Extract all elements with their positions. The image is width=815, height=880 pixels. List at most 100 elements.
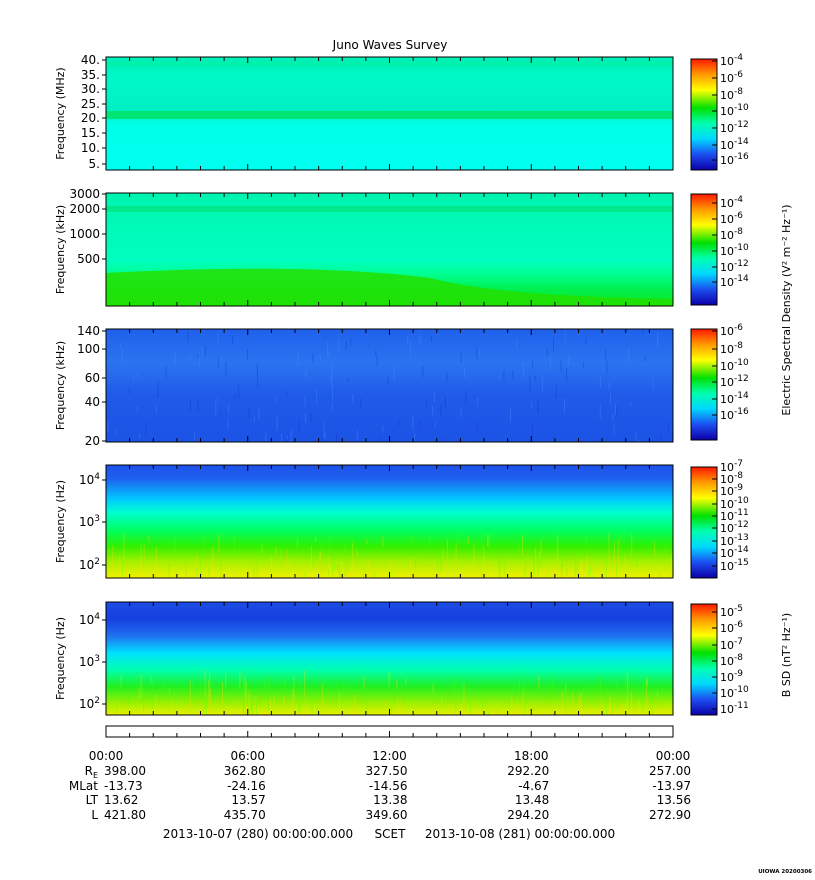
- ephemeris-value: -24.16: [227, 779, 266, 793]
- y-axis-label: Frequency (MHz): [54, 67, 67, 159]
- y-axis-label: Frequency (Hz): [54, 480, 67, 563]
- ephemeris-value: 13.48: [515, 793, 549, 807]
- colorbar-tick-label: 10-12: [720, 259, 749, 274]
- time-labels: 00:00 06:00 12:00 18:00 00:00: [89, 749, 691, 763]
- y-tick-label: 25.: [81, 97, 100, 111]
- colorbar-tick-label: 10-8: [720, 227, 743, 242]
- ephemeris-value: 294.20: [507, 808, 549, 822]
- ephemeris-value: 435.70: [224, 808, 266, 822]
- spectrogram-field: [106, 329, 673, 442]
- colorbar: [690, 603, 718, 716]
- ephemeris-value: 362.80: [224, 764, 266, 778]
- ephemeris-value: 349.60: [366, 808, 408, 822]
- y-tick-label: 3000: [69, 187, 100, 201]
- time-tick-label: 00:00: [656, 749, 691, 763]
- time-tick-label: 06:00: [230, 749, 265, 763]
- y-tick-label: 2000: [69, 202, 100, 216]
- ephemeris-value: 327.50: [366, 764, 408, 778]
- y-tick-label: 103: [79, 654, 100, 669]
- colorbar-tick-label: 10-12: [720, 120, 749, 135]
- y-tick-label: 140: [77, 324, 100, 338]
- spectrogram-texture: [109, 533, 674, 578]
- y-axis-label: Frequency (kHz): [54, 341, 67, 430]
- colorbar-tick-label: 10-10: [720, 685, 749, 700]
- ephemeris-value: 257.00: [649, 764, 691, 778]
- y-tick-label: 30.: [81, 82, 100, 96]
- y-tick-label: 5.: [89, 157, 100, 171]
- e-colorbar-label: Electric Spectral Density (V² m⁻² Hz⁻¹): [780, 204, 793, 415]
- colorbar-tick-label: 10-10: [720, 243, 749, 258]
- colorbar-tick-label: 10-8: [720, 653, 743, 668]
- colorbar-tick-label: 10-14: [720, 391, 749, 406]
- colorbar: [690, 328, 718, 441]
- y-tick-label: 40.: [81, 53, 100, 67]
- y-tick-label: 20: [85, 434, 100, 448]
- y-axis-label: Frequency (kHz): [54, 205, 67, 294]
- spectrogram-texture: [116, 670, 669, 715]
- colorbar-tick-label: 10-6: [720, 70, 743, 85]
- colorbar-tick-label: 10-16: [720, 152, 749, 167]
- y-axis-label: Frequency (Hz): [54, 617, 67, 700]
- ephemeris-label: RE: [85, 764, 98, 780]
- colorbar-tick-label: 10-10: [720, 103, 749, 118]
- colorbar-tick-label: 10-6: [720, 323, 743, 338]
- colorbar-tick-label: 10-6: [720, 211, 743, 226]
- y-tick-label: 500: [77, 252, 100, 266]
- colorbar-tick-label: 10-11: [720, 701, 749, 716]
- ephemeris-value: -13.73: [104, 779, 143, 793]
- colorbar-tick-label: 10-4: [720, 53, 743, 68]
- ephemeris-value: 272.90: [649, 808, 691, 822]
- y-tick-label: 100: [77, 342, 100, 356]
- spectrogram-panel-3: 140 100 60 40 20 Frequency (kHz) 10-6 10-8 10-10…: [54, 323, 749, 448]
- spectrogram-field: [106, 465, 673, 578]
- ephemeris-label: L: [91, 808, 98, 822]
- y-tick-label: 40: [85, 395, 100, 409]
- colorbar-tick-label: 10-10: [720, 358, 749, 373]
- ephemeris-value: -14.56: [369, 779, 408, 793]
- time-tick-label: 00:00: [89, 749, 124, 763]
- colorbar: [690, 193, 718, 306]
- y-tick-label: 104: [79, 612, 100, 627]
- colorbar-tick-label: 10-15: [720, 558, 749, 573]
- spectrogram-field: [106, 602, 673, 715]
- spectrogram-panel-1: 40.35.30.25.20.15.10. 5. Frequency (MHz) 10…: [54, 53, 749, 171]
- emission-band: [106, 206, 673, 212]
- colorbar-tick-label: 10-8: [720, 341, 743, 356]
- spectrogram-panels: 40.35.30.25.20.15.10. 5. Frequency (MHz) 10…: [54, 53, 749, 716]
- footer-start-date: 2013-10-07 (280) 00:00:00.000: [163, 827, 353, 841]
- y-tick-label: 35.: [81, 68, 100, 82]
- colorbar-tick-label: 10-5: [720, 604, 743, 619]
- ephemeris-value: 13.38: [373, 793, 407, 807]
- y-tick-label: 20.: [81, 111, 100, 125]
- low-freq-emission: [106, 268, 673, 306]
- b-colorbar-label: B SD (nT² Hz⁻¹): [780, 613, 793, 697]
- ephemeris-value: -4.67: [518, 779, 549, 793]
- ephemeris-value: 292.20: [507, 764, 549, 778]
- colorbar-tick-label: 10-9: [720, 669, 743, 684]
- ephemeris-value: -13.97: [652, 779, 691, 793]
- time-tick-label: 18:00: [514, 749, 549, 763]
- colorbar: [690, 466, 718, 579]
- time-axis: [105, 725, 674, 738]
- emission-band: [106, 61, 673, 67]
- y-tick-label: 1000: [69, 227, 100, 241]
- ephemeris-label: LT: [86, 793, 99, 807]
- colorbar-tick-label: 10-14: [720, 137, 749, 152]
- ephemeris-value: 13.57: [231, 793, 265, 807]
- colorbar-tick-label: 10-16: [720, 407, 749, 422]
- y-tick-label: 60: [85, 371, 100, 385]
- uiowa-stamp: UIOWA 20200306: [758, 869, 812, 875]
- colorbar-tick-label: 10-12: [720, 374, 749, 389]
- colorbar-tick-label: 10-14: [720, 274, 749, 289]
- colorbar-tick-label: 10-6: [720, 620, 743, 635]
- emission-band: [106, 111, 673, 119]
- colorbar: [690, 58, 718, 171]
- ephemeris-value: 421.80: [104, 808, 146, 822]
- footer-scet-label: SCET: [375, 827, 407, 841]
- y-tick-label: 15.: [81, 126, 100, 140]
- y-tick-label: 104: [79, 472, 100, 487]
- footer-end-date: 2013-10-08 (281) 00:00:00.000: [425, 827, 615, 841]
